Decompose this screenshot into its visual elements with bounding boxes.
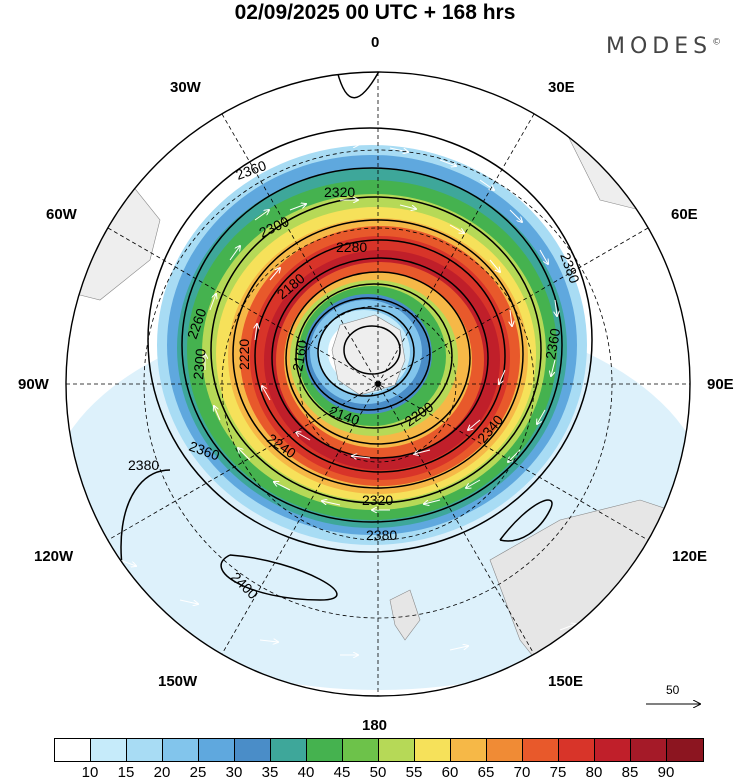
lon-label-60e: 60E bbox=[671, 206, 698, 223]
colorbar-tick-label: 55 bbox=[405, 764, 423, 781]
brand-logo: MODES© bbox=[606, 34, 722, 59]
colorbar-tick-label: 80 bbox=[585, 764, 603, 781]
colorbar-swatch bbox=[235, 739, 271, 761]
lon-label-90w: 90W bbox=[18, 376, 49, 393]
colorbar-swatch bbox=[199, 739, 235, 761]
colorbar-swatch bbox=[631, 739, 667, 761]
contour-label: 2320 bbox=[324, 184, 355, 200]
contour-label: 2360 bbox=[542, 327, 563, 361]
south-pole-marker bbox=[375, 381, 381, 387]
colorbar-tick-label: 75 bbox=[549, 764, 567, 781]
contour-label: 2320 bbox=[362, 492, 393, 508]
colorbar-tick-label: 70 bbox=[513, 764, 531, 781]
colorbar-swatch bbox=[163, 739, 199, 761]
colorbar-tick-label: 20 bbox=[153, 764, 171, 781]
lon-label-0: 0 bbox=[371, 34, 380, 51]
wind-vectors bbox=[119, 145, 670, 682]
colorbar bbox=[54, 738, 704, 762]
colorbar-tick-label: 25 bbox=[189, 764, 207, 781]
lon-label-150e: 150E bbox=[548, 673, 584, 690]
lon-label-30w: 30W bbox=[170, 79, 201, 96]
contour-label: 2380 bbox=[366, 527, 397, 543]
colorbar-tick-label: 40 bbox=[297, 764, 315, 781]
map-boundary bbox=[65, 71, 691, 697]
colorbar-tick-label: 65 bbox=[477, 764, 495, 781]
lon-label-90e: 90E bbox=[707, 376, 734, 393]
colorbar-tick-label: 10 bbox=[81, 764, 99, 781]
colorbar-swatch bbox=[127, 739, 163, 761]
colorbar-swatch bbox=[595, 739, 631, 761]
landmass-antarctica bbox=[331, 314, 406, 396]
colorbar-tick-label: 85 bbox=[621, 764, 639, 781]
colorbar-ticks: 10 15 20 25 30 35 40 45 50 55 60 65 70 75 80 85 90 bbox=[54, 764, 702, 782]
contour-label: 2380 bbox=[128, 457, 159, 473]
polar-map: 2360 2320 2300 2280 2180 2160 2140 2220 … bbox=[65, 71, 750, 735]
lon-label-120w: 120W bbox=[34, 548, 74, 565]
colorbar-tick-label: 50 bbox=[369, 764, 387, 781]
lon-label-180: 180 bbox=[362, 717, 388, 734]
colorbar-tick-label: 90 bbox=[657, 764, 675, 781]
colorbar-swatch bbox=[451, 739, 487, 761]
colorbar-tick-label: 35 bbox=[261, 764, 279, 781]
colorbar-swatch bbox=[91, 739, 127, 761]
colorbar-swatch bbox=[523, 739, 559, 761]
landmass-newzealand bbox=[389, 589, 421, 641]
colorbar-swatch bbox=[415, 739, 451, 761]
colorbar-tick-label: 60 bbox=[441, 764, 459, 781]
colorbar-swatch bbox=[487, 739, 523, 761]
contour-label: 2280 bbox=[336, 239, 367, 255]
colorbar-swatch bbox=[667, 739, 703, 761]
colorbar-tick-label: 15 bbox=[117, 764, 135, 781]
map-title: 02/09/2025 00 UTC + 168 hrs bbox=[234, 1, 516, 24]
colorbar-tick-label: 30 bbox=[225, 764, 243, 781]
lon-label-30e: 30E bbox=[548, 79, 575, 96]
colorbar-swatch bbox=[559, 739, 595, 761]
colorbar-swatch bbox=[343, 739, 379, 761]
lon-label-150w: 150W bbox=[158, 673, 198, 690]
contour-label: 2220 bbox=[236, 339, 252, 370]
colorbar-swatch bbox=[379, 739, 415, 761]
contour-label: 2300 bbox=[190, 348, 209, 381]
colorbar-tick-label: 45 bbox=[333, 764, 351, 781]
colorbar-swatch bbox=[307, 739, 343, 761]
colorbar-swatch bbox=[55, 739, 91, 761]
lon-label-120e: 120E bbox=[672, 548, 708, 565]
vector-scale-label: 50 bbox=[666, 683, 680, 697]
lon-label-60w: 60W bbox=[46, 206, 77, 223]
colorbar-swatch bbox=[271, 739, 307, 761]
contour-label: 2160 bbox=[289, 339, 310, 373]
